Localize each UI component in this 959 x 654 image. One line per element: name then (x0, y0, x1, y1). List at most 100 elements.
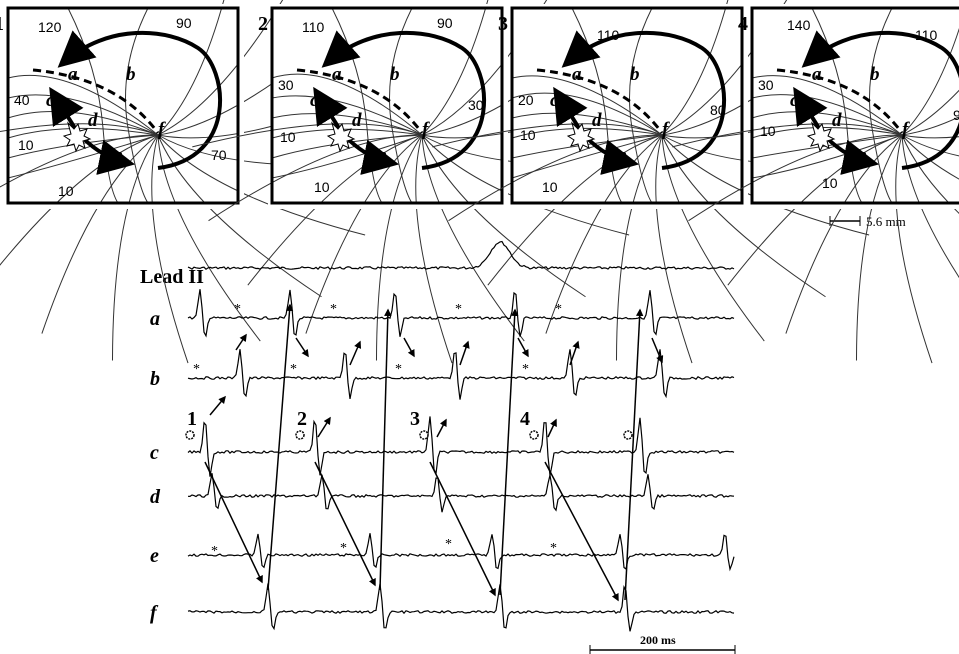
site-label: c (46, 90, 55, 111)
stimulus-symbol (530, 431, 538, 439)
marker: * (395, 362, 402, 377)
site-label: b (630, 64, 640, 85)
conduction-arrow (315, 462, 375, 585)
marker: * (340, 541, 347, 556)
marker: * (290, 362, 297, 377)
conduction-arrow (205, 462, 262, 582)
site-label: d (592, 110, 602, 131)
site-label: b (870, 64, 880, 85)
panel-number: 4 (738, 13, 748, 35)
small-arrow (210, 397, 225, 415)
panel-frame (512, 8, 742, 203)
isochrone-label: 70 (211, 147, 227, 163)
stimulus-symbol (186, 431, 194, 439)
isochrone-label: 10 (58, 183, 74, 199)
conduction-arrow (430, 462, 495, 595)
site-label: c (790, 90, 799, 111)
small-arrow (460, 342, 468, 365)
isochrone-label: 40 (14, 92, 30, 108)
page: Lead II 5.6 mm 200 ms 1209040101070abcde… (0, 0, 959, 654)
site-label: e (114, 145, 123, 166)
site-label: d (832, 110, 842, 131)
beat-number: 4 (520, 408, 530, 430)
marker: * (330, 302, 337, 317)
isochrone-label: 30 (758, 77, 774, 93)
isochrone-label: 110 (302, 19, 325, 35)
scale-bar-label: 5.6 mm (866, 214, 906, 229)
conduction-arrow (380, 310, 388, 590)
isochrone-label: 90 (176, 15, 192, 31)
isochrone-label: 10 (520, 127, 536, 143)
isochrone-label: 80 (710, 102, 726, 118)
isochrone-label: 10 (280, 129, 296, 145)
isochrone-label: 10 (760, 123, 776, 139)
isochrone-label: 20 (518, 92, 534, 108)
figure: Lead II 5.6 mm 200 ms 1209040101070abcde… (0, 0, 959, 654)
panel-frame (8, 8, 238, 203)
trace (188, 349, 734, 399)
beat-number: 1 (187, 408, 197, 430)
marker: * (522, 362, 529, 377)
site-label: e (378, 145, 387, 166)
site-label: a (68, 64, 78, 85)
site-label: a (332, 64, 342, 85)
isochrone-label: 30 (278, 77, 294, 93)
lead-label: b (150, 368, 160, 390)
site-label: d (88, 110, 98, 131)
site-label: a (812, 64, 822, 85)
panel-number: 1 (0, 13, 4, 35)
site-label: b (126, 64, 136, 85)
isochrone-label: 10 (822, 175, 838, 191)
small-arrow (236, 335, 246, 350)
site-label: d (352, 110, 362, 131)
isochrone-label: 10 (314, 179, 330, 195)
beat-number: 3 (410, 408, 420, 430)
isochrone-label: 120 (38, 19, 62, 35)
trace (188, 242, 734, 270)
lead-label: e (150, 545, 159, 567)
marker: * (550, 541, 557, 556)
trace (188, 416, 734, 476)
stimulus-symbol (420, 431, 428, 439)
lead-label: d (150, 486, 161, 508)
small-arrow (570, 342, 578, 365)
beat-number: 2 (297, 408, 307, 430)
small-arrow (318, 418, 330, 437)
site-label: e (858, 145, 867, 166)
trace (188, 584, 734, 632)
isochrone-label: 10 (18, 137, 34, 153)
small-arrow (350, 342, 360, 365)
panel-number: 2 (258, 13, 268, 35)
marker: * (193, 362, 200, 377)
isochrone-label: 140 (787, 17, 811, 33)
small-arrow (437, 420, 446, 437)
marker: * (455, 302, 462, 317)
isochrone-label: 30 (468, 97, 484, 113)
isochrone-label: 10 (542, 179, 558, 195)
stimulus-symbol (624, 431, 632, 439)
lead-label: f (150, 602, 159, 624)
trace (188, 473, 734, 512)
isochrone-label: 110 (915, 27, 938, 43)
small-arrow (548, 420, 556, 437)
time-scale-label: 200 ms (640, 633, 676, 647)
isochrone-label: 110 (597, 27, 620, 43)
site-label: c (310, 90, 319, 111)
stimulus-symbol (296, 431, 304, 439)
marker: * (445, 537, 452, 552)
small-arrow (518, 338, 528, 356)
conduction-arrow (268, 305, 290, 590)
isochrone-label: 90 (953, 107, 959, 123)
site-label: b (390, 64, 400, 85)
site-label: c (550, 90, 559, 111)
small-arrow (404, 338, 414, 356)
marker: * (234, 302, 241, 317)
conduction-arrow (545, 462, 618, 600)
site-label: a (572, 64, 582, 85)
small-arrow (296, 338, 308, 356)
panel-number: 3 (498, 13, 508, 35)
site-label: e (618, 145, 627, 166)
lead-label: Lead II (140, 266, 204, 288)
isochrone-label: 90 (437, 15, 453, 31)
lead-label: c (150, 442, 159, 464)
